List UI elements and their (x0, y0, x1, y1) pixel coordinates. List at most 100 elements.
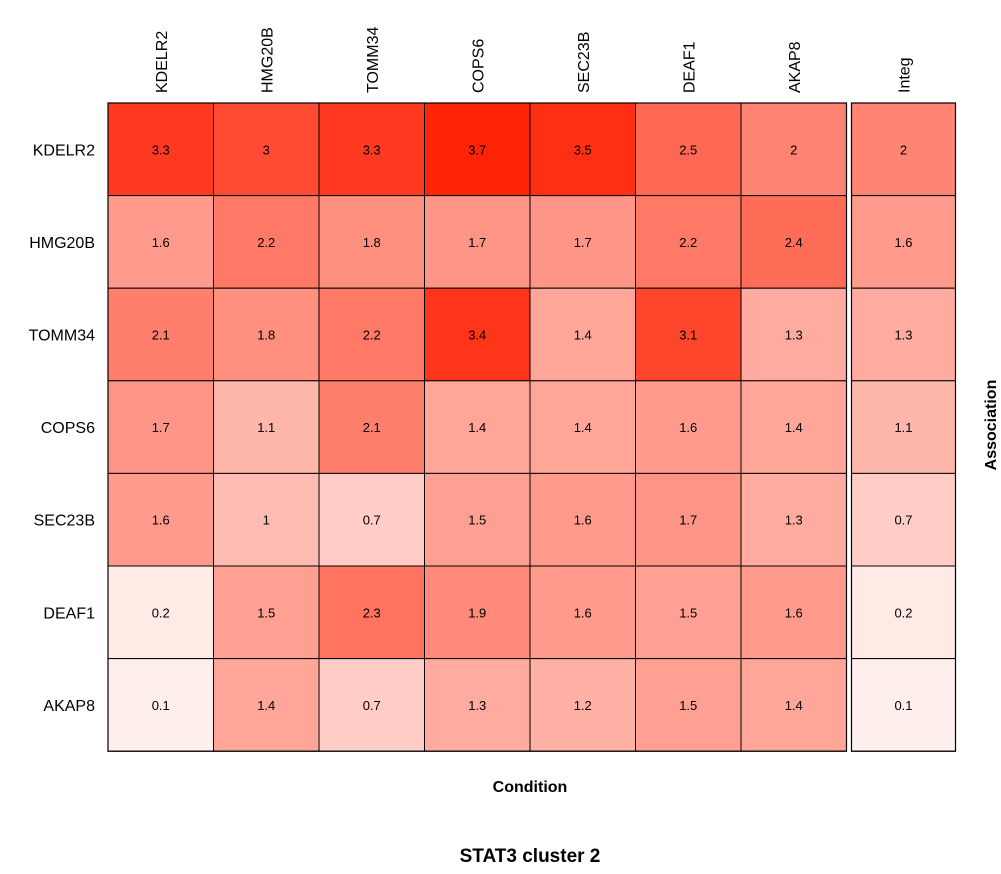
heatmap-cell-label: 1.4 (574, 328, 592, 343)
heatmap-cell (529, 195, 636, 289)
integ-cell-label: 2 (900, 142, 907, 157)
heatmap-cell (740, 380, 847, 474)
heatmap-cell-label: 1.7 (574, 235, 592, 250)
heatmap-cell-label: 1.7 (152, 420, 170, 435)
x-axis-label: Condition (493, 779, 568, 796)
heatmap-cells: 3.3 3 3.3 3.7 3.5 2.5 2 2 1.6 2.2 1.8 1.7 1.7 2.2 2.4 1… (107, 102, 957, 752)
heatmap-cell-label: 0.7 (363, 513, 381, 528)
heatmap-cell (424, 195, 531, 289)
row-labels: KDELR2 HMG20B TOMM34 COPS6 SEC23B DEAF1 AKAP8 (29, 142, 95, 715)
heatmap-cell (424, 287, 531, 382)
heatmap-cell-label: 1.4 (257, 698, 275, 713)
heatmap-cell-label: 1.7 (679, 513, 697, 528)
integ-border (850, 102, 957, 752)
column-label: TOMM34 (365, 27, 382, 93)
heatmap-cell (635, 565, 742, 660)
heatmap-cell (107, 658, 214, 752)
heatmap-cell-label: 1.9 (468, 605, 486, 620)
heatmap-cell (635, 472, 742, 567)
heatmap-cell (107, 287, 214, 382)
heatmap-cell (529, 102, 636, 197)
row-label: TOMM34 (29, 328, 95, 345)
heatmap-cell (424, 102, 531, 197)
column-label: SEC23B (576, 32, 593, 93)
heatmap-cell (635, 287, 742, 382)
heatmap-cell (740, 565, 847, 660)
heatmap-cell-label: 1.8 (257, 328, 275, 343)
integ-cell (851, 565, 956, 660)
heatmap-cell-label: 3 (263, 142, 270, 157)
heatmap-cell (740, 658, 847, 752)
heatmap-cell-label: 1.3 (785, 513, 803, 528)
integ-cell (851, 658, 956, 752)
heatmap-cell-label: 1.6 (679, 420, 697, 435)
heatmap-cell-label: 1.5 (468, 513, 486, 528)
heatmap-cell-label: 1.5 (257, 605, 275, 620)
heatmap-cell (529, 658, 636, 752)
heatmap-cell-label: 1.7 (468, 235, 486, 250)
heatmap-cell (635, 658, 742, 752)
heatmap-cell-label: 1.2 (574, 698, 592, 713)
heatmap-cell-label: 2.3 (363, 605, 381, 620)
heatmap-cell (213, 565, 320, 660)
column-label: AKAP8 (787, 41, 804, 93)
heatmap-cell-label: 3.4 (468, 328, 486, 343)
matrix-border (107, 102, 848, 752)
row-label: DEAF1 (43, 605, 95, 622)
row-label: AKAP8 (43, 698, 95, 715)
heatmap-cell (107, 380, 214, 474)
heatmap-cell-label: 3.3 (363, 142, 381, 157)
heatmap-cell-label: 2.2 (679, 235, 697, 250)
row-label: KDELR2 (33, 142, 95, 159)
heatmap-cell (635, 102, 742, 197)
integ-cell-label: 0.1 (894, 698, 912, 713)
heatmap-cell (424, 472, 531, 567)
heatmap-cell (740, 195, 847, 289)
integ-cell-label: 0.7 (894, 513, 912, 528)
heatmap-cell-label: 2.5 (679, 142, 697, 157)
heatmap-cell-label: 1 (263, 513, 270, 528)
heatmap-cell (740, 472, 847, 567)
column-label: DEAF1 (681, 41, 698, 93)
heatmap-cell-label: 2 (790, 142, 797, 157)
heatmap-cell-label: 1.4 (785, 698, 803, 713)
integ-cell-label: 0.2 (894, 605, 912, 620)
heatmap-cell (213, 287, 320, 382)
heatmap-cell (529, 472, 636, 567)
heatmap-cell (424, 380, 531, 474)
heatmap-cell-label: 1.5 (679, 605, 697, 620)
heatmap-cell-label: 1.8 (363, 235, 381, 250)
chart-title: STAT3 cluster 2 (460, 846, 601, 867)
heatmap-cell (213, 195, 320, 289)
heatmap-cell-label: 1.6 (574, 605, 592, 620)
heatmap-cell-label: 1.4 (574, 420, 592, 435)
heatmap-cell-label: 1.1 (257, 420, 275, 435)
heatmap-cell-label: 3.1 (679, 328, 697, 343)
row-label: HMG20B (29, 235, 95, 252)
column-labels: KDELR2 HMG20B TOMM34 COPS6 SEC23B DEAF1 AKAP8 I… (154, 27, 914, 93)
heatmap-cell (213, 102, 320, 197)
column-label: Integ (897, 57, 914, 93)
heatmap-cell-label: 2.4 (785, 235, 803, 250)
heatmap-cell-label: 1.3 (468, 698, 486, 713)
heatmap-cell-label: 0.1 (152, 698, 170, 713)
heatmap-cell-label: 1.3 (785, 328, 803, 343)
row-label: SEC23B (34, 513, 95, 530)
heatmap-cell-label: 1.4 (468, 420, 486, 435)
heatmap-cell-label: 1.5 (679, 698, 697, 713)
heatmap-cell-label: 0.7 (363, 698, 381, 713)
integ-cell-label: 1.6 (894, 235, 912, 250)
column-label: KDELR2 (154, 31, 171, 93)
heatmap-cell-label: 2.1 (152, 328, 170, 343)
heatmap-cell (318, 287, 425, 382)
heatmap-cell (318, 380, 425, 474)
heatmap-cell (318, 565, 425, 660)
integ-cell-label: 1.1 (894, 420, 912, 435)
heatmap-cell (529, 565, 636, 660)
integ-cell (851, 472, 956, 567)
heatmap-cell-label: 1.4 (785, 420, 803, 435)
heatmap-cell-label: 1.6 (152, 513, 170, 528)
column-label: HMG20B (259, 27, 276, 93)
heatmap-cell-label: 3.3 (152, 142, 170, 157)
